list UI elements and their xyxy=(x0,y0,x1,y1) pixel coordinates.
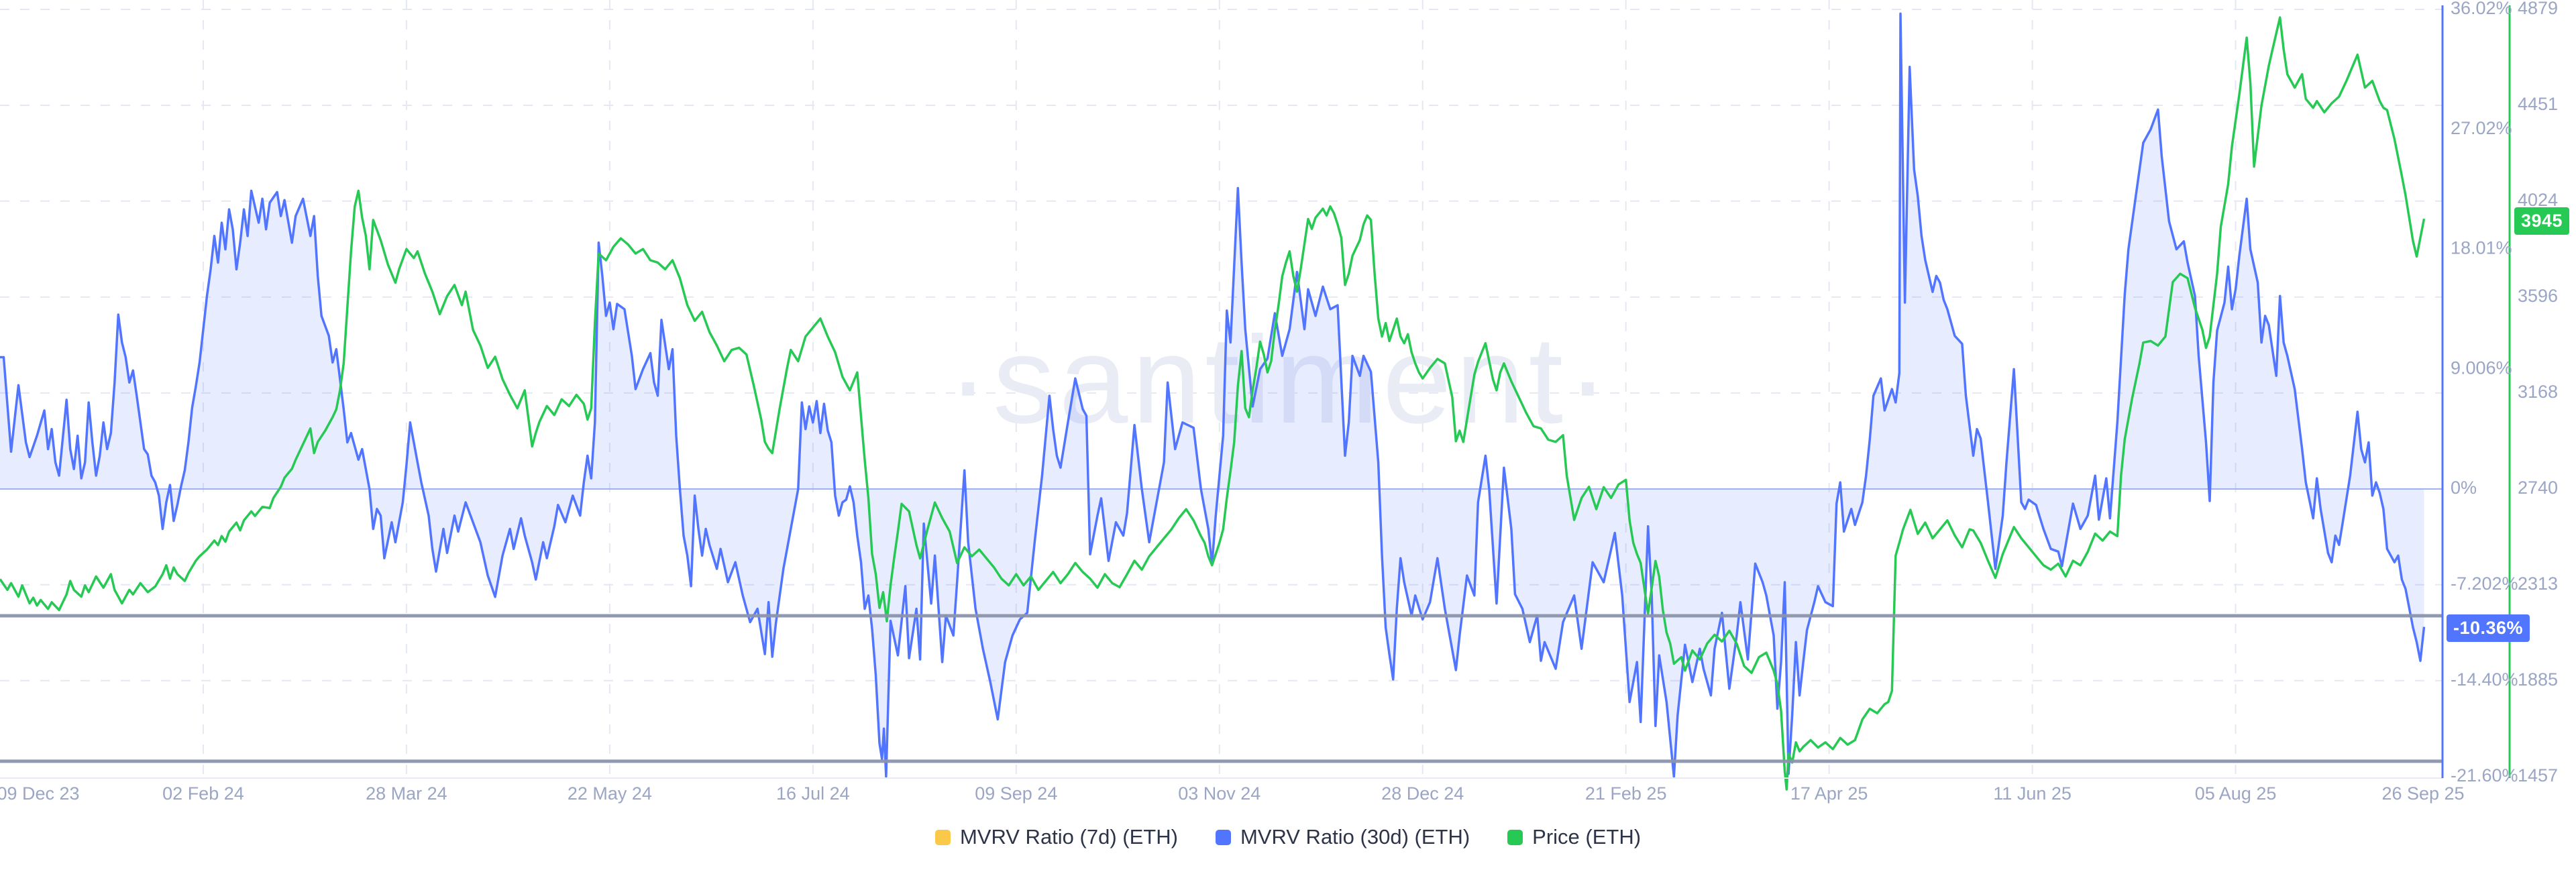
legend-label: MVRV Ratio (30d) (ETH) xyxy=(1240,825,1470,849)
date-tick-label[interactable]: 05 Aug 25 xyxy=(2195,783,2277,804)
legend-label: MVRV Ratio (7d) (ETH) xyxy=(959,825,1178,849)
gridlines xyxy=(0,0,2443,783)
chart-legend: MVRV Ratio (7d) (ETH) MVRV Ratio (30d) (… xyxy=(0,825,2576,849)
percent-tick-label: -14.40% xyxy=(2451,669,2518,690)
price-tick-label: 3596 xyxy=(2518,286,2558,306)
legend-item-price[interactable]: Price (ETH) xyxy=(1507,825,1641,849)
date-tick-label[interactable]: 28 Dec 24 xyxy=(1381,783,1464,804)
date-tick-label[interactable]: 16 Jul 24 xyxy=(776,783,850,804)
mvrv-7d-swatch-icon xyxy=(934,829,951,845)
price-tick-label: 4024 xyxy=(2518,190,2558,210)
percent-tick-label: 0% xyxy=(2451,478,2477,498)
percent-tick-label: 9.006% xyxy=(2451,358,2512,378)
percent-tick-label: 27.02% xyxy=(2451,118,2512,138)
date-tick-label[interactable]: 22 May 24 xyxy=(568,783,652,804)
mvrv-current-value-badge: -10.36% xyxy=(2447,614,2530,642)
date-tick-label[interactable]: 03 Nov 24 xyxy=(1178,783,1260,804)
date-tick-label[interactable]: 21 Feb 25 xyxy=(1585,783,1667,804)
percent-tick-label: 36.02% xyxy=(2451,0,2512,18)
price-tick-label: 2740 xyxy=(2518,478,2558,498)
date-tick-label[interactable]: 11 Jun 25 xyxy=(1993,783,2072,804)
legend-item-mvrv-30d[interactable]: MVRV Ratio (30d) (ETH) xyxy=(1215,825,1470,849)
price-tick-label: 1885 xyxy=(2518,669,2558,690)
legend-item-mvrv-7d[interactable]: MVRV Ratio (7d) (ETH) xyxy=(934,825,1178,849)
legend-label: Price (ETH) xyxy=(1532,825,1642,849)
price-tick-label: 2313 xyxy=(2518,574,2558,594)
price-line xyxy=(0,16,2426,791)
date-tick-label[interactable]: 02 Feb 24 xyxy=(162,783,244,804)
price-tick-label: 3168 xyxy=(2518,382,2558,402)
price-tick-label: 4879 xyxy=(2518,0,2558,18)
mvrv-30d-swatch-icon xyxy=(1215,829,1231,845)
date-tick-label[interactable]: 17 Apr 25 xyxy=(1790,783,1868,804)
date-tick-label[interactable]: 09 Dec 23 xyxy=(0,783,80,804)
price-current-value-badge: 3945 xyxy=(2514,207,2570,235)
date-tick-label[interactable]: 28 Mar 24 xyxy=(366,783,447,804)
percent-tick-label: -21.60% xyxy=(2451,765,2518,785)
price-tick-label: 1457 xyxy=(2518,765,2558,785)
date-tick-label[interactable]: 26 Sep 25 xyxy=(2381,783,2464,804)
price-tick-label: 4451 xyxy=(2518,94,2558,114)
date-tick-label[interactable]: 09 Sep 24 xyxy=(975,783,1057,804)
percent-tick-label: -7.202% xyxy=(2451,574,2518,594)
price-swatch-icon xyxy=(1507,829,1523,845)
mvrv-30d-line xyxy=(0,12,2426,778)
percent-tick-label: 18.01% xyxy=(2451,238,2512,258)
